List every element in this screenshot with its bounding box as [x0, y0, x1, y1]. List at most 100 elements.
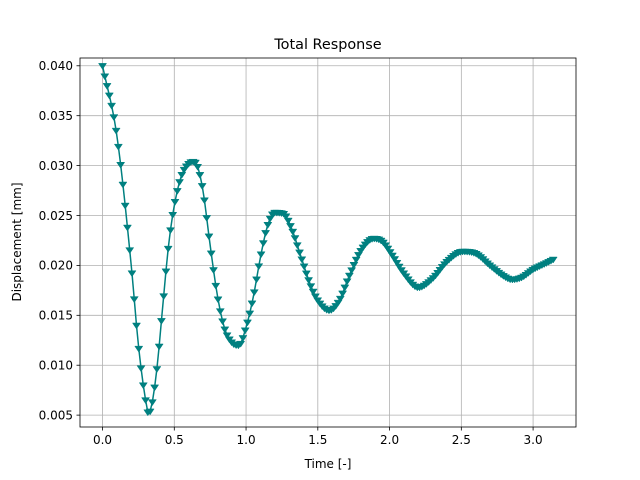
x-tick-label: 0.5: [165, 433, 184, 447]
data-point-marker: [100, 73, 110, 81]
data-point-marker: [150, 384, 160, 392]
data-point-marker: [288, 228, 298, 236]
data-point-marker: [107, 102, 117, 110]
data-point-marker: [109, 114, 119, 122]
y-tick-label: 0.015: [39, 309, 73, 323]
data-point-marker: [111, 127, 121, 135]
data-point-marker: [154, 343, 164, 351]
data-point-marker: [147, 399, 157, 407]
data-point-marker: [286, 223, 295, 230]
data-point-marker: [104, 92, 114, 100]
data-point-marker: [166, 227, 175, 235]
data-point-marker: [242, 319, 252, 327]
data-point-marker: [170, 199, 180, 206]
data-point-marker: [344, 272, 354, 280]
data-point-marker: [299, 263, 309, 271]
data-point-marker: [335, 295, 345, 303]
y-tick-label: 0.005: [39, 408, 73, 422]
data-point-marker: [340, 284, 350, 292]
ticks-layer: 0.0 0.5 1.0 1.5 2.0 2.5 3.0 0.005 0.010 0.015 0.02…: [39, 59, 543, 447]
data-point-marker: [249, 289, 259, 297]
y-tick-label: 0.040: [39, 59, 73, 73]
data-point-marker: [218, 318, 228, 326]
y-tick-label: 0.010: [39, 359, 73, 373]
data-point-marker: [211, 282, 221, 290]
data-point-marker: [383, 245, 393, 253]
data-point-marker: [116, 162, 126, 169]
data-point-marker: [306, 283, 316, 291]
data-point-marker: [263, 222, 273, 229]
x-tick-label: 0.0: [93, 433, 112, 447]
data-point-marker: [209, 267, 218, 274]
series-layer: [98, 63, 558, 417]
plot-frame: [79, 57, 577, 428]
data-point-marker: [252, 276, 261, 284]
data-point-marker: [304, 277, 314, 284]
data-point-marker: [156, 318, 166, 325]
data-point-marker: [98, 63, 107, 70]
data-point-marker: [548, 256, 558, 264]
data-point-marker: [136, 365, 146, 373]
x-tick-label: 1.5: [308, 433, 327, 447]
data-point-marker: [258, 240, 268, 248]
data-point-marker: [390, 256, 400, 263]
data-point-marker: [193, 164, 203, 171]
data-point-marker: [283, 217, 293, 225]
x-axis-label: Time [-]: [304, 457, 352, 471]
data-point-marker: [152, 366, 162, 373]
data-point-marker: [238, 335, 248, 342]
data-point-marker: [197, 183, 207, 190]
data-point-marker: [392, 259, 402, 267]
data-point-marker: [310, 293, 320, 301]
y-tick-label: 0.020: [39, 259, 73, 273]
data-point-marker: [202, 215, 212, 222]
data-point-marker: [129, 296, 139, 304]
data-point-marker: [199, 197, 209, 205]
data-point-marker: [247, 300, 257, 308]
data-point-marker: [256, 251, 266, 259]
data-point-marker: [387, 252, 397, 260]
data-point-marker: [141, 397, 151, 405]
data-point-marker: [347, 267, 357, 275]
data-point-marker: [349, 262, 359, 269]
data-point-marker: [113, 143, 123, 151]
data-point-marker: [190, 159, 200, 167]
grid-layer: [80, 58, 576, 427]
data-point-marker: [120, 202, 130, 210]
data-point-marker: [261, 230, 271, 237]
x-tick-label: 3.0: [524, 433, 543, 447]
data-point-marker: [168, 212, 178, 219]
data-point-marker: [301, 270, 311, 278]
data-point-marker: [215, 308, 225, 316]
data-point-marker: [172, 188, 182, 195]
data-point-marker: [385, 249, 395, 256]
x-tick-label: 2.0: [380, 433, 399, 447]
x-tick-label: 1.0: [237, 433, 256, 447]
y-tick-label: 0.035: [39, 109, 73, 123]
data-point-marker: [122, 224, 132, 232]
data-point-marker: [381, 242, 391, 250]
data-point-marker: [236, 340, 246, 348]
data-point-marker: [281, 213, 291, 221]
data-point-marker: [161, 268, 171, 276]
data-point-marker: [145, 408, 155, 416]
data-point-marker: [163, 245, 173, 253]
data-point-marker: [159, 293, 169, 301]
data-point-marker: [245, 310, 255, 318]
data-point-marker: [240, 327, 250, 335]
data-point-marker: [297, 256, 307, 264]
y-tick-label: 0.025: [39, 209, 73, 223]
data-point-marker: [204, 233, 214, 241]
data-point-marker: [125, 247, 135, 255]
data-point-marker: [195, 172, 205, 179]
data-point-marker: [342, 278, 352, 286]
data-point-marker: [134, 345, 144, 353]
data-point-marker: [394, 263, 404, 271]
data-point-marker: [351, 256, 361, 264]
y-tick-label: 0.030: [39, 159, 73, 173]
data-point-marker: [308, 288, 318, 296]
series-line: [101, 65, 554, 414]
data-point-marker: [222, 332, 232, 340]
data-point-marker: [220, 326, 230, 334]
data-point-marker: [118, 181, 128, 189]
